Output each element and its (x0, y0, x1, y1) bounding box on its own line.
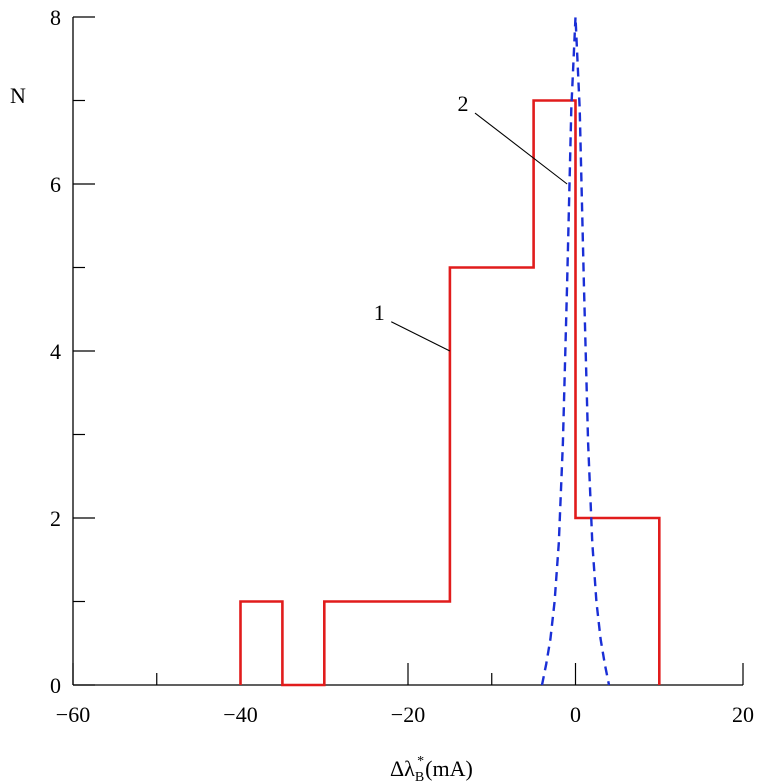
x-axis-label-subscript: B (415, 770, 424, 782)
series-1-histogram-line (239, 99, 661, 687)
x-tick-label: 20 (732, 702, 754, 727)
y-axis-label: N (10, 83, 26, 108)
x-tick-label: −40 (223, 702, 257, 727)
annotation-label-2: 2 (458, 91, 469, 116)
x-tick-label: −20 (391, 702, 425, 727)
annotation-label-1: 1 (374, 300, 385, 325)
y-tick-label: 2 (50, 506, 61, 531)
x-tick-label: −60 (56, 702, 90, 727)
annotation-leader-1 (391, 321, 451, 352)
annotation-leader-2 (474, 112, 568, 185)
y-tick-label: 0 (50, 673, 61, 698)
y-tick-label: 6 (50, 172, 61, 197)
annotations-layer: 12 (374, 91, 568, 352)
y-tick-label: 8 (50, 5, 61, 30)
series-2-dashed-curve (540, 16, 611, 686)
axes: 0 2 4 6 8 −60 −40 −20 0 20 (50, 5, 754, 727)
x-axis-label-main: Δλ (390, 756, 415, 781)
y-tick-label: 4 (50, 339, 61, 364)
x-axis-label-unit: (mA) (425, 756, 473, 781)
x-tick-label: 0 (570, 702, 581, 727)
x-axis-label: ΔλB*(mA) (390, 754, 473, 782)
x-axis-label-superscript: * (417, 754, 424, 769)
series-layer (239, 16, 661, 687)
